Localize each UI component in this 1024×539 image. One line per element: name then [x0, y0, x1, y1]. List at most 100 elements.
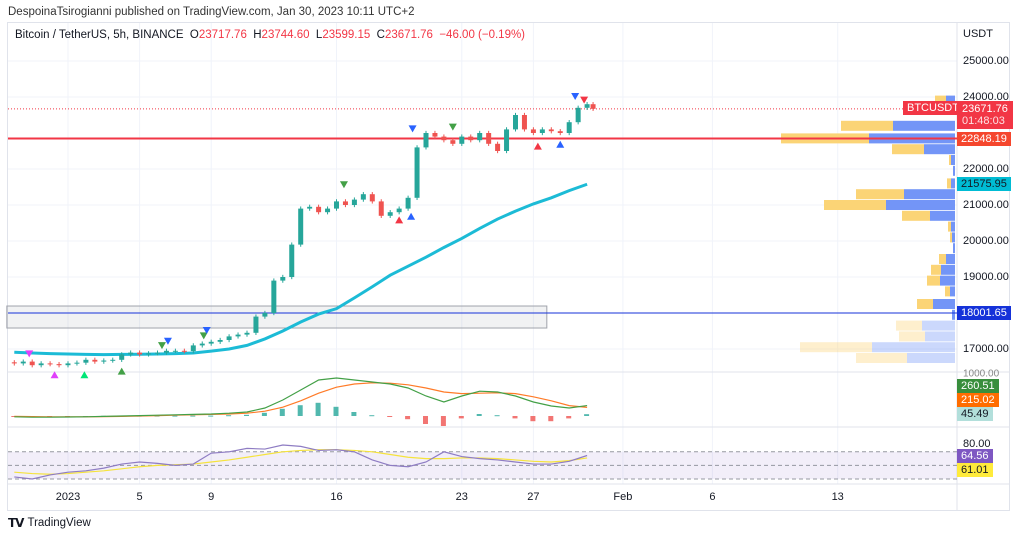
low-value: 23599.15	[322, 29, 371, 41]
ema-line-path	[14, 182, 588, 357]
candle-body	[584, 104, 590, 108]
time-tick-label: Feb	[613, 491, 633, 503]
profile-sell-bar	[800, 342, 872, 353]
candle-body	[155, 352, 160, 354]
macd-histogram-bar	[530, 416, 536, 422]
profile-buy-bar	[933, 299, 955, 309]
signal-triangle-down	[157, 342, 166, 350]
price-tick-label: 21000.00	[963, 199, 1009, 211]
rsi-pane	[8, 444, 957, 480]
time-tick-label: 5	[136, 491, 143, 503]
candle-body	[110, 359, 116, 361]
profile-sell-bar	[896, 320, 922, 331]
last-price-value: 23671.76	[962, 103, 1008, 115]
macd-top-tick: 1000.00	[963, 368, 1000, 380]
macd-histogram-bar	[548, 416, 554, 422]
profile-buy-bar	[886, 200, 955, 210]
candle-body	[477, 133, 483, 141]
candle-body	[450, 140, 456, 144]
currency-label: USDT	[963, 28, 993, 40]
candle-body	[590, 104, 596, 109]
candle-body	[83, 359, 89, 363]
candle-body	[217, 340, 223, 342]
candle-body	[235, 334, 241, 337]
macd-histogram-bar	[494, 415, 500, 417]
macd-histogram-bar	[458, 416, 464, 419]
signal-triangle-down	[571, 93, 580, 100]
signal-triangle-down	[408, 125, 417, 133]
signal-triangle-down	[199, 332, 208, 340]
profile-sell-bar	[949, 155, 951, 165]
signal-triangle-down	[580, 96, 589, 104]
macd-histogram-bar	[11, 416, 17, 417]
profile-buy-bar	[941, 264, 955, 275]
price-tick-label: 17000.00	[963, 343, 1009, 355]
macd-histogram-bar	[351, 412, 357, 416]
macd-histogram-bar	[261, 412, 267, 416]
profile-buy-bar	[946, 254, 955, 264]
candle-body	[530, 129, 536, 133]
candle-body	[405, 197, 411, 209]
macd-histogram-bar	[584, 414, 590, 416]
rsi-ma-value-tag: 61.01	[957, 463, 993, 477]
profile-buy-bar	[940, 275, 955, 286]
profile-sell-bar	[931, 264, 941, 275]
candle-body	[351, 199, 357, 205]
macd-histogram-bar	[476, 414, 482, 416]
profile-buy-bar	[946, 95, 955, 106]
candle-body	[557, 131, 563, 133]
candle-body	[92, 359, 98, 362]
rsi-line	[14, 444, 588, 480]
profile-buy-bar	[907, 353, 955, 363]
candle-body	[226, 336, 232, 340]
candle-body	[280, 277, 286, 281]
signal-triangle-up	[556, 140, 565, 148]
candle-body	[190, 345, 196, 352]
profile-sell-bar	[917, 299, 933, 309]
profile-buy-bar	[953, 243, 955, 254]
time-tick-label: 13	[831, 491, 844, 503]
candle-body	[271, 280, 277, 313]
low-label: L	[315, 29, 323, 41]
signal-triangle-up	[117, 367, 126, 375]
symbol-name[interactable]: Bitcoin / TetherUS, 5h, BINANCE	[15, 29, 184, 41]
time-tick-label: 2023	[55, 491, 81, 503]
macd-value-tag: 260.51	[957, 379, 999, 393]
macd-histogram-bar	[369, 415, 375, 417]
candle-body	[244, 332, 250, 335]
candle-body	[199, 343, 205, 346]
candle-body	[521, 115, 527, 130]
signal-markers	[25, 93, 589, 379]
close-value: 23671.76	[384, 29, 433, 41]
profile-sell-bar	[899, 331, 925, 342]
tradingview-logo[interactable]: 𝗧𝗩 TradingView	[8, 516, 91, 530]
macd-histogram-bar	[440, 416, 446, 426]
candle-body	[128, 352, 134, 355]
profile-buy-bar	[951, 178, 955, 189]
candle-body	[539, 129, 545, 133]
price-tick-label: 24000.00	[963, 91, 1009, 103]
profile-buy-bar	[952, 232, 955, 243]
time-tick-label: 27	[527, 491, 540, 503]
signal-triangle-down	[448, 123, 457, 131]
signal-triangle-up	[533, 142, 542, 150]
candle-body	[334, 201, 339, 209]
bar-countdown: 01:48:03	[962, 115, 1005, 127]
candle-body	[575, 107, 581, 123]
profile-buy-bar	[953, 165, 955, 176]
candle-body	[181, 350, 187, 352]
volume-profile	[781, 95, 955, 363]
candle-body	[441, 136, 447, 141]
profile-buy-bar	[904, 189, 955, 200]
profile-sell-bar	[948, 221, 951, 232]
profile-sell-bar	[892, 144, 924, 155]
signal-triangle-up	[407, 212, 416, 220]
profile-sell-bar	[856, 189, 904, 200]
profile-sell-bar	[950, 232, 952, 243]
rsi-value-tag: 64.56	[957, 449, 993, 463]
candle-body	[513, 115, 518, 130]
candle-body	[378, 201, 384, 216]
signal-triangle-down	[25, 350, 34, 358]
ema-tag: 21575.95	[957, 177, 1011, 191]
